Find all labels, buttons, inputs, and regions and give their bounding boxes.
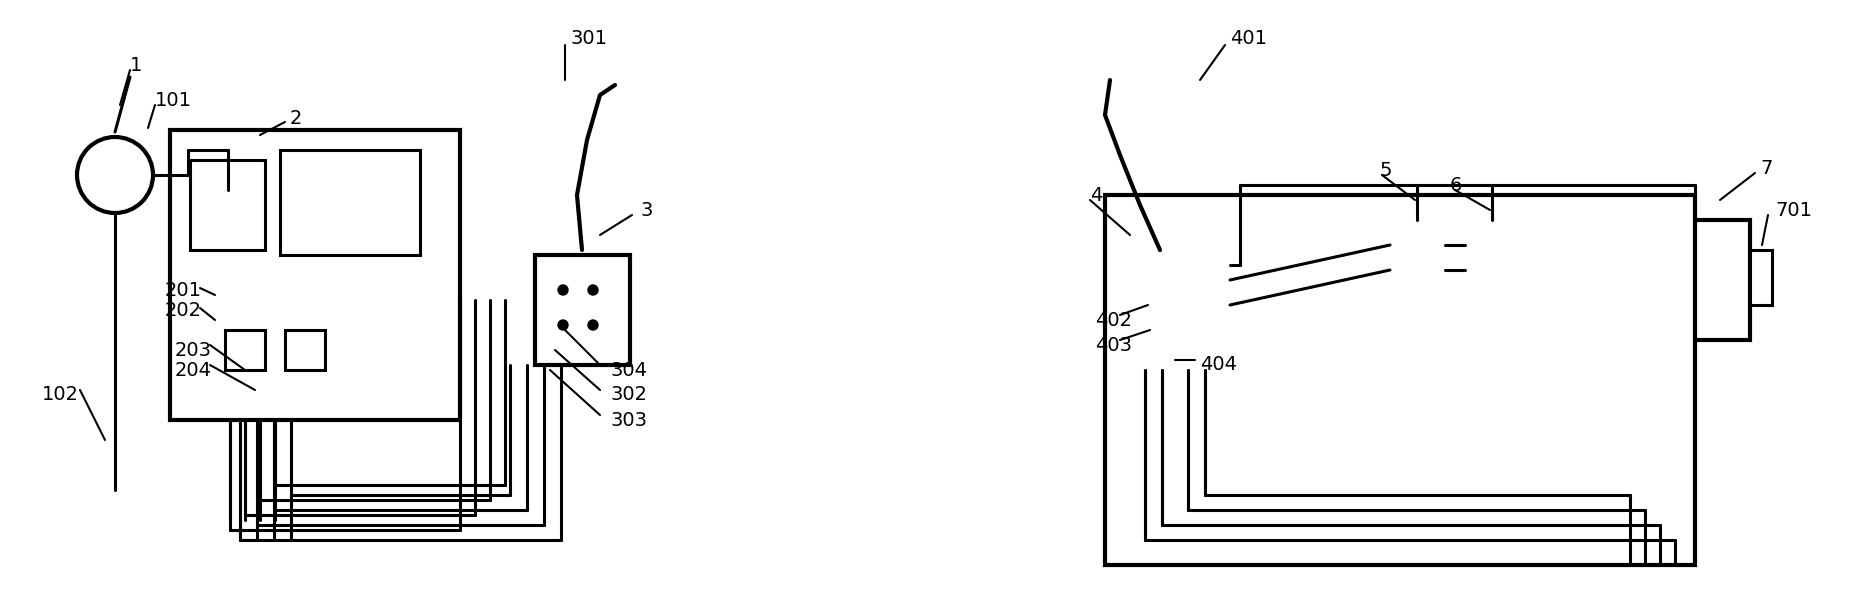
Bar (280, 150, 421, 255)
Text: 401: 401 (1229, 28, 1266, 47)
Bar (536, 255, 630, 365)
Circle shape (588, 320, 599, 330)
Circle shape (78, 137, 154, 213)
Text: 304: 304 (610, 360, 647, 379)
Text: 7: 7 (1759, 159, 1772, 178)
Bar (1129, 255, 1229, 370)
Bar (1465, 220, 1520, 365)
Bar (286, 330, 324, 370)
Text: 6: 6 (1450, 175, 1463, 194)
Text: 402: 402 (1096, 311, 1133, 330)
Text: 5: 5 (1379, 161, 1392, 180)
Bar (1641, 220, 1750, 340)
Bar (1750, 250, 1772, 305)
Text: 1: 1 (130, 56, 143, 75)
Text: 2: 2 (289, 109, 302, 128)
Text: 302: 302 (610, 386, 647, 405)
Text: 403: 403 (1096, 335, 1133, 354)
Bar (171, 130, 460, 420)
Bar (1105, 195, 1695, 565)
Bar (1390, 220, 1444, 365)
Circle shape (1149, 285, 1161, 295)
Text: 204: 204 (174, 360, 211, 379)
Circle shape (558, 285, 567, 295)
Circle shape (1149, 320, 1161, 330)
Text: 203: 203 (174, 340, 211, 359)
Text: 202: 202 (165, 300, 202, 319)
Bar (224, 330, 265, 370)
Circle shape (558, 320, 567, 330)
Text: 102: 102 (43, 386, 80, 405)
Bar (1400, 365, 1435, 383)
Text: 101: 101 (156, 91, 193, 110)
Text: 4: 4 (1090, 186, 1103, 205)
Bar (1476, 365, 1509, 383)
Text: 201: 201 (165, 281, 202, 300)
Text: 701: 701 (1774, 200, 1811, 219)
Text: 303: 303 (610, 411, 647, 430)
Text: 404: 404 (1200, 356, 1237, 375)
Text: 301: 301 (569, 28, 606, 47)
Bar (189, 160, 265, 250)
Circle shape (1185, 320, 1196, 330)
Circle shape (1185, 285, 1196, 295)
Circle shape (588, 285, 599, 295)
Text: 3: 3 (640, 200, 653, 219)
